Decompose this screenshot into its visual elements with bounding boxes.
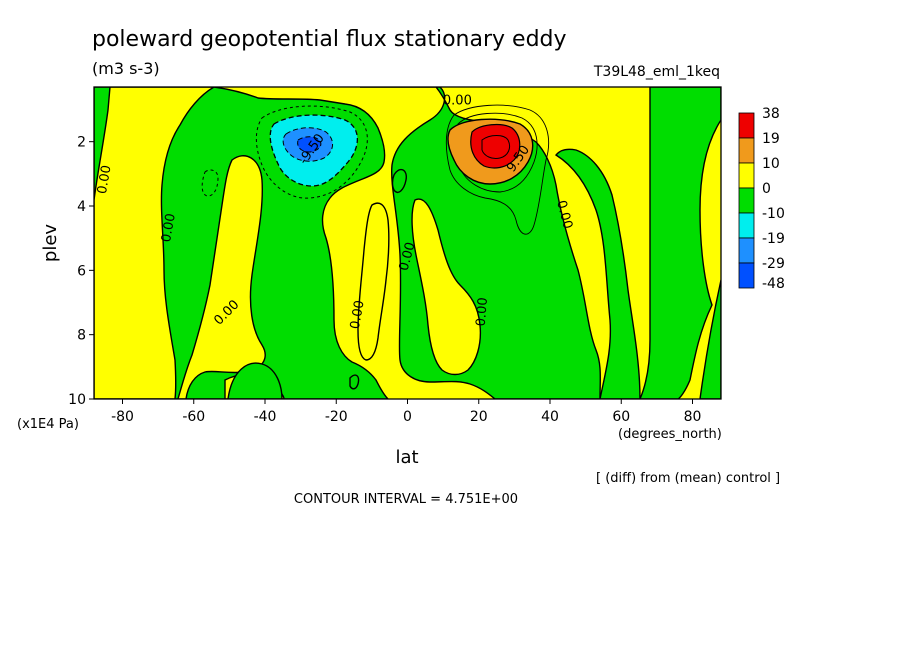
x-tick-label: -20 (325, 409, 348, 425)
units-label: (m3 s-3) (92, 59, 160, 78)
contour-interval-note: CONTOUR INTERVAL = 4.751E+00 (294, 492, 518, 507)
run-label: T39L48_eml_1keq (593, 64, 720, 80)
x-tick-label: -80 (111, 409, 134, 425)
contour-label: 0.00 (159, 212, 179, 243)
contour-label: 0.00 (397, 241, 419, 273)
contour-label: 0.00 (443, 94, 472, 109)
colorbar-label: 10 (762, 156, 780, 172)
colorbar-label: -19 (762, 231, 785, 247)
y-axis-units: (x1E4 Pa) (17, 417, 79, 432)
y-tick-label: 6 (77, 263, 86, 279)
x-tick-label: 60 (612, 409, 630, 425)
x-tick-label: 20 (470, 409, 488, 425)
colorbar-swatch (738, 137, 755, 164)
colorbar-swatch (738, 212, 755, 239)
colorbar-swatch (738, 187, 755, 214)
diff-note: [ (diff) from (mean) control ] (596, 471, 780, 486)
y-tick-label: 4 (77, 199, 86, 215)
colorbar-label: 19 (762, 131, 780, 147)
x-axis-units: (degrees_north) (618, 427, 722, 442)
contour-label: 0.00 (553, 199, 575, 231)
positive-maximum (445, 104, 550, 235)
x-tick-label: 0 (403, 409, 412, 425)
negative-maximum (201, 105, 368, 199)
chart-title: poleward geopotential flux stationary ed… (92, 27, 567, 52)
colorbar-label: -10 (762, 206, 785, 222)
y-axis-label: plev (40, 224, 61, 263)
x-axis-label: lat (395, 447, 418, 468)
contour-label: 0.00 (95, 164, 115, 195)
x-tick-label: -40 (254, 409, 277, 425)
x-axis: -80 -60 -40 -20 0 20 40 60 80 (111, 399, 701, 425)
y-tick-label: 8 (77, 328, 86, 344)
x-tick-label: -60 (182, 409, 205, 425)
contour-label: 0.00 (348, 299, 368, 330)
y-tick-label: 2 (77, 135, 86, 151)
colorbar-swatch (738, 237, 755, 264)
colorbar-label: -29 (762, 256, 785, 272)
plot-area: 0.00-9.50 9.500.000.000.000.000.00 0.00 0.0… (94, 87, 721, 399)
small-green-patches (227, 168, 408, 399)
y-axis: 2 4 6 8 10 (68, 135, 94, 408)
colorbar-swatch (738, 112, 755, 139)
colorbar: 38 19 10 0 -10 -19 -29 -48 (738, 106, 785, 292)
contour-label: 0.00 (474, 297, 491, 327)
colorbar-swatch (738, 262, 755, 289)
colorbar-label: -48 (762, 276, 785, 292)
colorbar-label: 0 (762, 181, 771, 197)
x-tick-label: 40 (541, 409, 559, 425)
colorbar-label: 38 (762, 106, 780, 122)
colorbar-swatch (738, 162, 755, 189)
x-tick-label: 80 (684, 409, 702, 425)
y-tick-label: 10 (68, 392, 86, 408)
